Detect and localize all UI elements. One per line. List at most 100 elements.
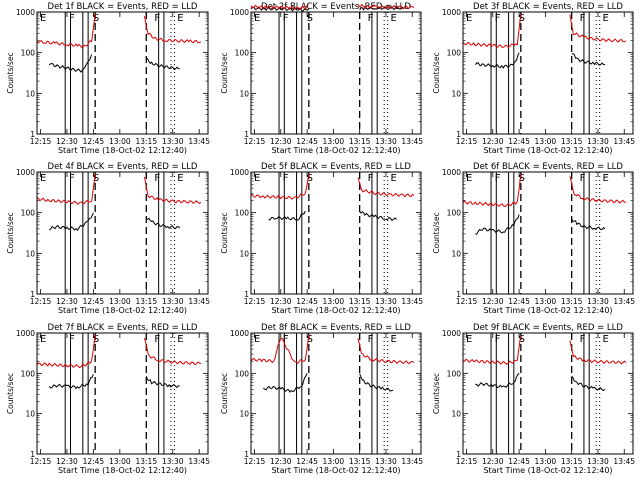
y-tick-label: 100 — [447, 209, 462, 218]
chart-panel-4: Det 4f BLACK = Events, RED = LLD 1 10 100 10… — [6, 162, 210, 315]
chart-panel-7: Det 7f BLACK = Events, RED = LLD 1 10 100 10… — [6, 323, 210, 475]
boundary-label: E — [602, 334, 608, 345]
y-tick-label: 1 — [30, 450, 35, 459]
y-tick-label: 10 — [25, 410, 35, 419]
events-series-line — [48, 54, 93, 73]
y-tick-label: 100 — [235, 49, 250, 58]
y-axis-label: Counts/sec — [432, 373, 441, 414]
y-tick-label: 1 — [244, 450, 249, 459]
boundary-label: F — [368, 334, 374, 345]
x-axis-label: Start Time (18-Oct-02 12:12:40) — [271, 466, 400, 475]
x-axis-label: Start Time (18-Oct-02 12:12:40) — [58, 466, 187, 475]
boundary-label: E — [602, 13, 608, 24]
x-tick-label: 13:00 — [323, 457, 345, 466]
y-tick-label: 1000 — [442, 168, 461, 177]
boundary-label: E — [466, 334, 472, 345]
x-axis-label: Start Time (18-Oct-02 12:12:40) — [483, 306, 612, 315]
y-tick-label: 1000 — [230, 8, 249, 17]
panel-title: Det 4f BLACK = Events, RED = LLD — [48, 162, 198, 172]
events-series-line — [48, 212, 94, 232]
y-tick-label: 10 — [239, 89, 249, 98]
boundary-label: E — [390, 173, 396, 184]
y-tick-label: 100 — [447, 369, 462, 378]
chart-panel-5: Det 5f BLACK = Events, RED = LLD 1 10 100 10… — [220, 162, 423, 315]
boundary-label: F — [69, 173, 75, 184]
chart-panel-9: Det 9f BLACK = Events, RED = LLD 1 10 100 10… — [432, 323, 635, 475]
boundary-label: F — [368, 13, 374, 24]
events-series-line — [146, 217, 181, 230]
x-axis-label: Start Time (18-Oct-02 12:12:40) — [271, 306, 400, 315]
x-tick-label: 13:30 — [162, 457, 184, 466]
x-tick-label: 12:30 — [270, 457, 292, 466]
y-axis-label: Counts/sec — [432, 52, 441, 93]
lld-series-line — [569, 14, 627, 43]
y-tick-label: 1 — [244, 130, 249, 139]
x-tick-label: 13:15 — [135, 137, 157, 146]
boundary-label: E — [254, 334, 260, 345]
boundary-label: F — [69, 13, 75, 24]
y-tick-label: 100 — [447, 49, 462, 58]
boundary-label: F — [495, 13, 501, 24]
boundary-label: F — [69, 334, 75, 345]
events-series-line — [475, 214, 520, 235]
x-tick-label: 12:15 — [456, 457, 478, 466]
x-axis-label: Start Time (18-Oct-02 12:12:40) — [58, 146, 187, 155]
x-tick-label: 12:30 — [56, 297, 78, 306]
events-series-line — [571, 218, 606, 231]
y-tick-label: 10 — [239, 410, 249, 419]
boundary-label: S — [519, 173, 525, 184]
y-tick-label: 100 — [235, 209, 250, 218]
boundary-label: E — [177, 13, 183, 24]
x-tick-label: 12:45 — [508, 457, 530, 466]
x-tick-label: 12:30 — [56, 137, 78, 146]
x-tick-label: 13:30 — [162, 297, 184, 306]
plot-frame — [462, 332, 634, 455]
x-tick-label: 13:00 — [109, 137, 131, 146]
x-tick-label: 13:15 — [349, 297, 371, 306]
boundary-label: E — [177, 173, 183, 184]
x-tick-label: 13:15 — [561, 137, 583, 146]
y-tick-label: 1000 — [442, 8, 461, 17]
y-tick-label: 1 — [456, 130, 461, 139]
x-axis-label: Start Time (18-Oct-02 12:12:40) — [483, 146, 612, 155]
boundary-label: S — [519, 334, 525, 345]
boundary-label: F — [283, 13, 289, 24]
lld-series-line — [462, 334, 522, 366]
boundary-label: F — [580, 13, 586, 24]
events-series-line — [146, 57, 180, 71]
lld-series-line — [462, 173, 522, 208]
plot-frame — [462, 11, 634, 135]
x-tick-label: 13:00 — [535, 457, 557, 466]
x-tick-label: 13:00 — [535, 137, 557, 146]
panel-title: Det 2f BLACK = Events, RED = LLD — [261, 2, 411, 12]
x-tick-label: 12:30 — [56, 457, 78, 466]
y-tick-label: 100 — [21, 209, 36, 218]
boundary-label: F — [495, 334, 501, 345]
lld-series-line — [36, 334, 96, 369]
lld-series-line — [357, 3, 415, 10]
boundary-label: S — [93, 334, 99, 345]
y-tick-label: 1000 — [230, 168, 249, 177]
y-axis-label: Counts/sec — [6, 52, 15, 93]
events-series-line — [571, 375, 606, 392]
x-tick-label: 13:45 — [188, 457, 210, 466]
lld-series-line — [569, 340, 627, 365]
y-tick-label: 10 — [451, 410, 461, 419]
x-tick-label: 13:15 — [135, 457, 157, 466]
x-tick-label: 12:15 — [244, 457, 266, 466]
plot-frame — [250, 171, 422, 295]
boundary-label: F — [154, 173, 160, 184]
boundary-label: E — [390, 334, 396, 345]
chart-panel-2: Det 2f BLACK = Events, RED = LLD 1 10 100 10… — [220, 2, 423, 155]
events-series-line — [475, 372, 520, 389]
lld-series-line — [36, 173, 96, 206]
x-tick-label: 13:00 — [323, 137, 345, 146]
x-tick-label: 13:30 — [375, 457, 397, 466]
x-tick-label: 12:45 — [508, 137, 530, 146]
plot-frame — [250, 332, 422, 455]
y-axis-label: Counts/sec — [432, 212, 441, 253]
lld-series-line — [144, 16, 202, 44]
x-tick-label: 12:30 — [482, 137, 504, 146]
lld-series-line — [36, 13, 96, 49]
x-tick-label: 13:30 — [587, 457, 609, 466]
